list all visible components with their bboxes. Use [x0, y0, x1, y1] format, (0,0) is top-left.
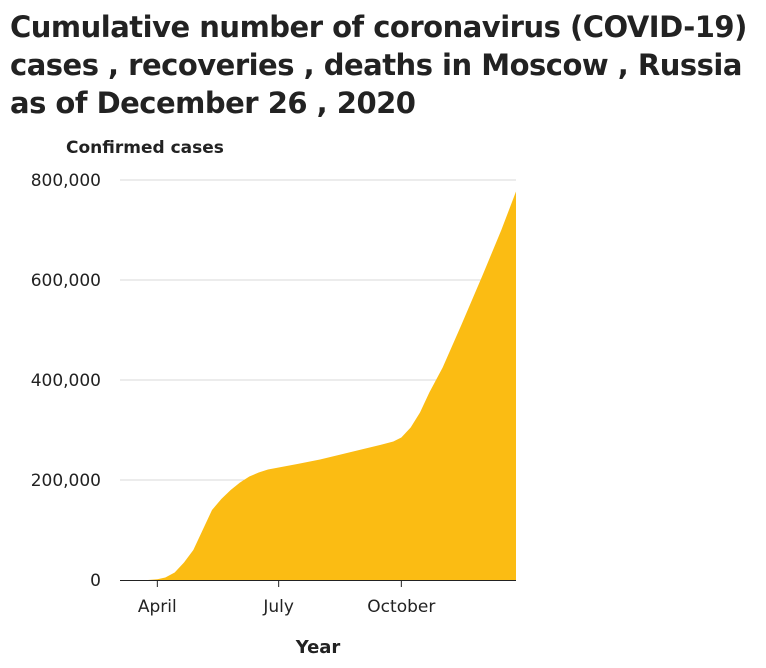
y-tick-label: 400,000	[31, 371, 101, 391]
y-axis-label: Confirmed cases	[66, 138, 224, 158]
x-axis-label: Year	[295, 637, 341, 658]
y-tick-label: 0	[90, 571, 101, 591]
y-tick-label: 800,000	[31, 171, 101, 191]
area-series-confirmed-cases	[120, 191, 516, 580]
chart-title: Cumulative number of coronavirus (COVID-…	[10, 10, 747, 120]
y-tick-label: 200,000	[31, 471, 101, 491]
x-tick-label: April	[138, 597, 177, 617]
x-axis-ticks: April July October	[138, 580, 435, 617]
y-axis-ticks: 0 200,000 400,000 600,000 800,000	[31, 171, 101, 591]
x-tick-label: October	[367, 597, 435, 617]
y-tick-label: 600,000	[31, 271, 101, 291]
x-tick-label: July	[262, 597, 294, 617]
